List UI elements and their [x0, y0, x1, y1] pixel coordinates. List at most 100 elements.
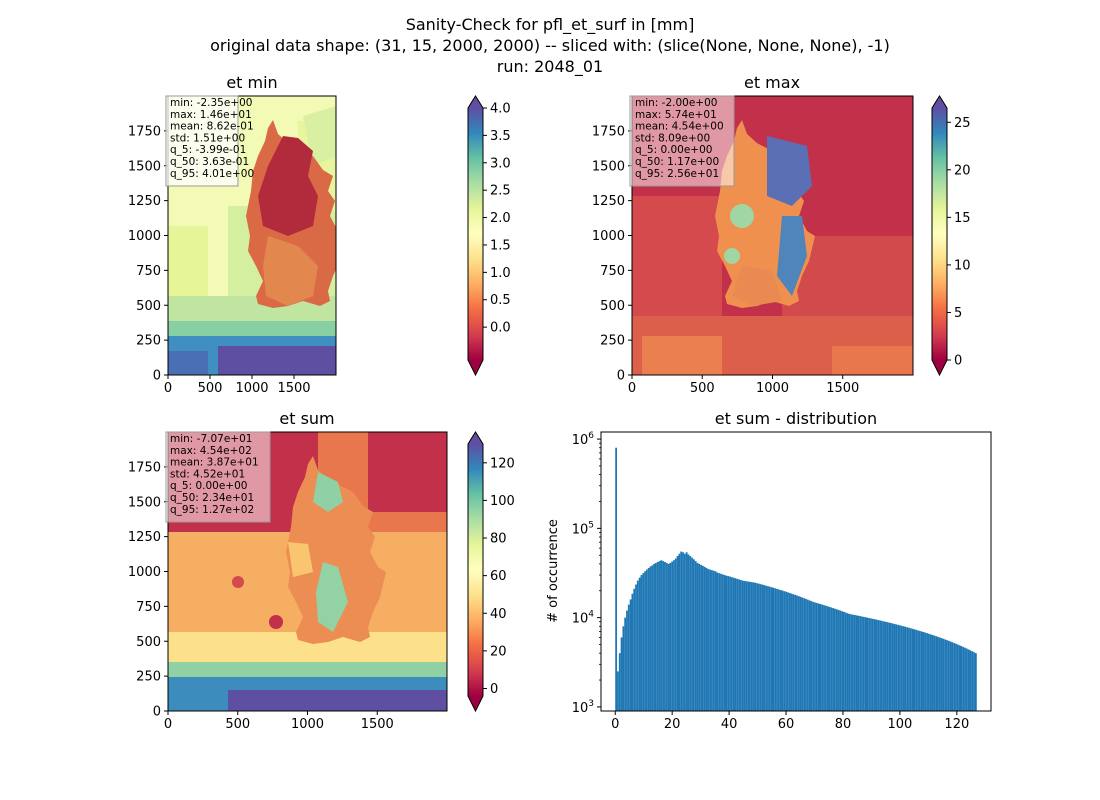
histogram-bar [729, 576, 731, 711]
stats-line: q_5: 0.00e+00 [635, 144, 712, 156]
y-tick-label: 750 [136, 264, 161, 279]
colorbar-tick-label: 10 [954, 258, 971, 273]
histogram-bar [931, 634, 934, 711]
histogram-bar [779, 589, 782, 711]
histogram-bar [783, 591, 786, 711]
histogram-bar [678, 553, 681, 711]
histogram-bar [955, 643, 957, 711]
stats-line: mean: 3.87e+01 [170, 457, 259, 469]
histogram-bar [810, 601, 813, 711]
histogram-bar [667, 563, 670, 711]
histogram-bar [777, 589, 780, 711]
histogram-bar [776, 588, 778, 711]
colorbar-tick-label: 1.5 [490, 238, 511, 253]
x-tick-label: 1000 [235, 381, 268, 396]
x-tick-label: 100 [887, 717, 912, 732]
colorbar-tick-label: 2.0 [490, 211, 511, 226]
histogram-bar [622, 626, 625, 711]
histogram-bar [660, 560, 663, 711]
histogram-bars [615, 447, 977, 711]
x-tick-label: 1500 [826, 381, 859, 396]
stats-line: std: 8.09e+00 [635, 132, 710, 144]
histogram-bar [723, 575, 726, 711]
histogram-bar [946, 640, 948, 711]
suptitle-line3: run: 2048_01 [497, 57, 603, 77]
colorbar-tick-label: 0 [954, 354, 962, 369]
histogram-bar [671, 561, 674, 711]
colorbar-tick-label: 120 [490, 456, 515, 471]
histogram-bar [635, 584, 637, 711]
histogram-bar [877, 620, 880, 711]
histogram-bar [698, 563, 701, 711]
x-tick-label: 80 [835, 717, 852, 732]
histogram-bar [949, 641, 952, 711]
histogram-bar [615, 447, 618, 711]
colorbar-tick-label: 0.5 [490, 293, 511, 308]
histogram-bar [691, 557, 693, 711]
histogram-bar [763, 585, 766, 711]
x-tick-label: 1500 [361, 717, 394, 732]
x-tick-label: 20 [664, 717, 681, 732]
histogram-bar [875, 619, 878, 711]
histogram-bar [868, 618, 871, 711]
histogram-bar [938, 637, 941, 711]
histogram-bar [873, 619, 876, 711]
histogram-bar [703, 566, 706, 711]
heatmap-image [632, 96, 913, 375]
suptitle-line2: original data shape: (31, 15, 2000, 2000… [210, 36, 890, 55]
histogram-bar [638, 577, 641, 711]
histogram-bar [707, 569, 710, 711]
histogram-bar [765, 585, 768, 711]
y-tick-label: 1000 [128, 565, 161, 580]
histogram-bar [974, 653, 977, 711]
histogram-bar [651, 565, 654, 711]
histogram-bar [855, 615, 858, 711]
axes-ticks: 0 500 1000 1500 0 250 500 750 1000 1250 1500 1750 [592, 124, 859, 396]
histogram-bar [918, 630, 921, 711]
histogram-bar [772, 587, 775, 711]
histogram-bar [747, 581, 750, 711]
histogram-bar [906, 627, 909, 711]
stats-line: max: 4.54e+02 [170, 445, 252, 457]
histogram-bar [617, 671, 619, 711]
y-tick-label: 500 [600, 299, 625, 314]
y-tick-label: 0 [617, 369, 625, 384]
histogram-bar [899, 625, 901, 711]
histogram-bar [893, 623, 896, 711]
histogram-bar [886, 622, 889, 711]
y-tick-label: 0 [153, 705, 161, 720]
histogram-bar [774, 588, 777, 711]
x-tick-label: 0 [164, 381, 172, 396]
colorbar-tick-label: 15 [954, 211, 971, 226]
colorbar-tick-label: 0 [490, 682, 498, 697]
x-tick-label: 40 [721, 717, 738, 732]
stats-box [165, 95, 239, 187]
histogram-bar [752, 582, 755, 711]
y-tick-label: 1000 [592, 229, 625, 244]
stats-line: std: 4.52e+01 [170, 468, 245, 480]
stats-line: q_50: 1.17e+00 [635, 156, 719, 168]
colorbar-tick-label: 1.0 [490, 266, 511, 281]
histogram-bar [835, 609, 838, 711]
histogram-bar [785, 591, 787, 711]
colorbar-outline [467, 431, 484, 713]
y-tick-label: 750 [136, 600, 161, 615]
colorbar-tick-label: 0.0 [490, 321, 511, 336]
histogram-bar [806, 599, 809, 711]
colorbar-outline [467, 95, 484, 377]
histogram-bar [969, 650, 972, 711]
histogram-bar [837, 609, 840, 711]
histogram-bar [685, 552, 688, 711]
colorbar-extend-max [468, 432, 483, 444]
histogram-bar [743, 580, 746, 711]
colorbar-tick-label: 100 [490, 494, 515, 509]
axes-ticks: 0 20 40 60 80 100 120 103 104 105 106 [572, 431, 970, 732]
histogram-bar [689, 556, 692, 711]
histogram-bar [721, 574, 724, 711]
histogram-bar [917, 630, 919, 711]
histogram-bar [824, 605, 827, 711]
panel-et-sum: et sum 0 500 1000 1500025050075010001250150… [128, 409, 515, 732]
histogram-bar [739, 579, 742, 711]
y-tick-label: 1750 [592, 124, 625, 139]
